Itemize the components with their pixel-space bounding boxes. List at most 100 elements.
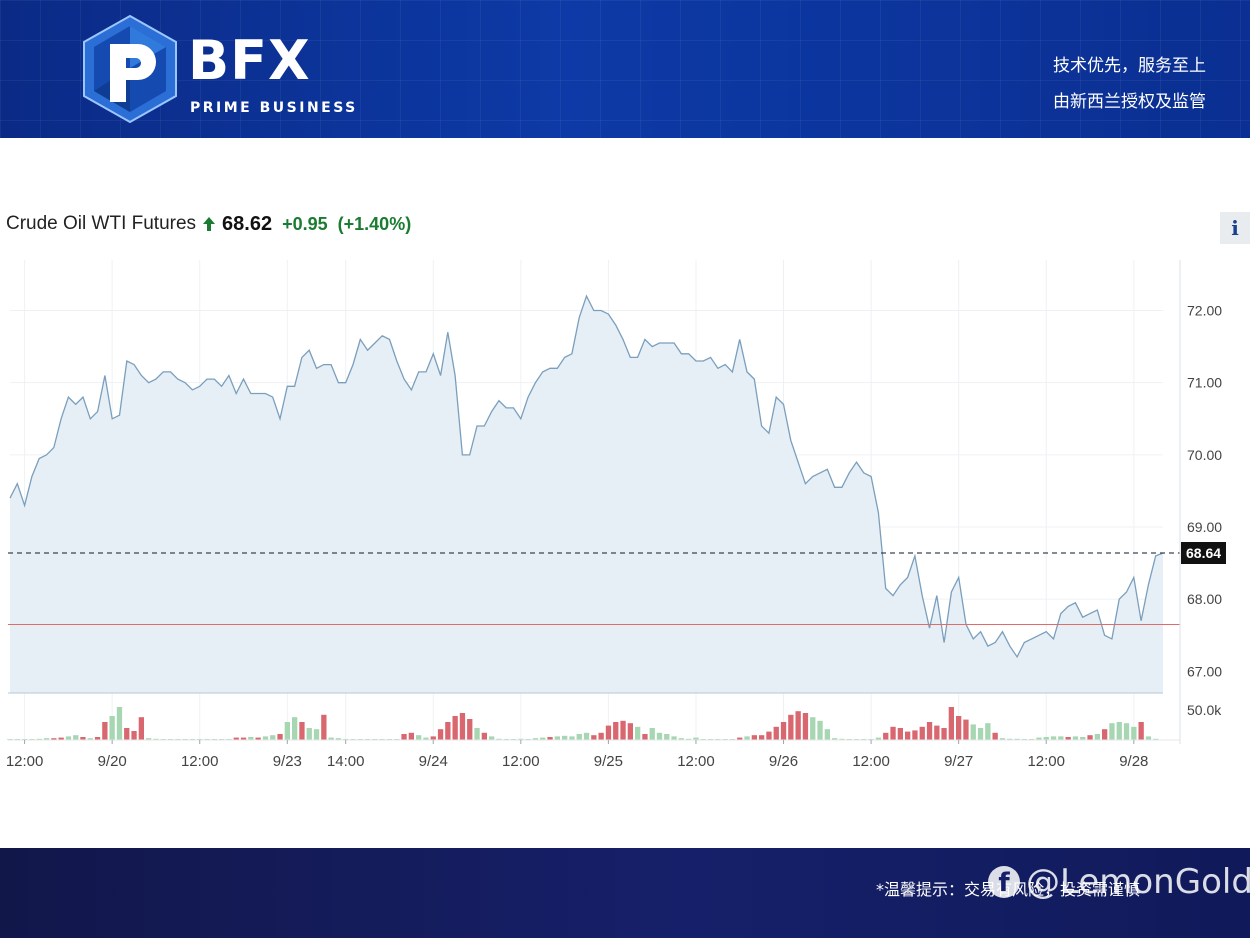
- volume-bar: [532, 738, 539, 740]
- volume-bar: [1058, 736, 1064, 740]
- volume-tick-label: 50.0k: [1187, 702, 1222, 718]
- volume-bar: [664, 734, 670, 740]
- volume-bar: [1116, 722, 1122, 740]
- volume-bar: [693, 737, 699, 740]
- volume-bar: [1138, 722, 1144, 740]
- volume-bar: [481, 732, 487, 740]
- volume-bar: [408, 732, 414, 740]
- x-tick-label: 9/23: [273, 753, 302, 770]
- volume-bar: [58, 737, 64, 740]
- volume-bar: [335, 738, 342, 740]
- volume-bar: [146, 738, 152, 740]
- volume-bar: [912, 730, 918, 740]
- volume-bar: [1102, 729, 1108, 740]
- volume-bar: [1014, 738, 1020, 740]
- volume-bar: [824, 729, 830, 740]
- volume-bar: [926, 722, 933, 740]
- brand-header: BFX PRIME BUSINESS 技术优先，服务至上 由新西兰授权及监管: [0, 0, 1250, 138]
- x-tick-label: 9/25: [594, 753, 623, 770]
- volume-bar: [686, 738, 692, 740]
- volume-bar: [459, 713, 466, 740]
- volume-bar: [262, 736, 269, 740]
- volume-bar: [306, 728, 312, 740]
- y-tick-label: 68.00: [1187, 591, 1222, 607]
- volume-bar: [1050, 736, 1057, 740]
- volume-bar: [138, 717, 144, 740]
- volume-bar: [977, 728, 984, 740]
- volume-bar: [598, 732, 604, 740]
- volume-bar: [328, 737, 334, 740]
- volume-bar: [999, 738, 1006, 740]
- volume-bar: [642, 734, 648, 740]
- volume-bar: [605, 725, 612, 740]
- volume-bar: [897, 728, 903, 740]
- price-line: [9, 294, 1164, 659]
- volume-bar: [992, 732, 998, 740]
- volume-bar: [416, 735, 422, 740]
- y-tick-label: 71.00: [1187, 375, 1222, 391]
- watermark-text: @LemonGold: [1026, 862, 1250, 902]
- volume-bar: [270, 735, 276, 740]
- brand-name: BFX: [188, 29, 311, 92]
- pbfx-logo-icon: [83, 14, 177, 124]
- volume-bar: [948, 707, 954, 740]
- facebook-icon: f: [988, 866, 1020, 898]
- volume-bar: [51, 738, 57, 740]
- x-tick-label: 14:00: [327, 753, 365, 770]
- header-grid-texture: [0, 0, 1250, 138]
- x-tick-label: 12:00: [6, 753, 44, 770]
- volume-bar: [73, 735, 79, 740]
- volume-bar: [321, 714, 327, 740]
- volume-bar: [934, 725, 940, 740]
- volume-bar: [1007, 738, 1013, 740]
- volume-bar: [1109, 723, 1115, 740]
- price-area: [10, 296, 1163, 693]
- volume-bar: [467, 719, 473, 740]
- footer-bar: [0, 848, 1250, 938]
- volume-bar: [43, 738, 50, 740]
- volume-bar: [649, 728, 655, 740]
- volume-bar: [795, 711, 801, 740]
- volume-bar: [131, 731, 137, 740]
- x-tick-label: 12:00: [677, 753, 715, 770]
- volume-bar: [970, 724, 976, 740]
- volume-bar: [248, 737, 254, 740]
- volume-bar: [671, 736, 677, 740]
- info-button[interactable]: i: [1220, 212, 1250, 244]
- volume-bar: [94, 737, 101, 740]
- volume-bar: [554, 736, 560, 740]
- volume-bar: [759, 735, 765, 740]
- volume-bar: [744, 736, 750, 740]
- quote-header: Crude Oil WTI Futures 68.62 +0.95 (+1.40…: [6, 211, 411, 237]
- volume-bar: [547, 737, 553, 740]
- volume-bar: [576, 734, 582, 740]
- instrument-name: Crude Oil WTI Futures: [6, 213, 197, 234]
- volume-bar: [941, 728, 947, 740]
- volume-bar: [562, 735, 568, 740]
- last-price-tag-bg: [1181, 541, 1226, 564]
- volume-bar: [277, 734, 283, 740]
- volume-bar: [1080, 737, 1086, 740]
- volume-bar: [518, 738, 524, 740]
- x-tick-label: 9/26: [769, 753, 798, 770]
- volume-bar: [153, 738, 159, 740]
- volume-bar: [489, 736, 495, 740]
- volume-bar: [116, 707, 123, 740]
- volume-bar: [401, 734, 407, 740]
- volume-bar: [810, 717, 816, 740]
- volume-bar: [496, 738, 502, 740]
- volume-bar: [583, 732, 590, 740]
- volume-bar: [839, 738, 845, 740]
- volume-bar: [832, 738, 838, 740]
- watermark: f @LemonGold: [988, 862, 1250, 902]
- x-tick-label: 12:00: [502, 753, 540, 770]
- volume-bar: [437, 729, 444, 740]
- volume-bar: [890, 726, 896, 740]
- volume-bar: [124, 728, 130, 740]
- x-tick-label: 12:00: [181, 753, 219, 770]
- volume-bar: [1123, 723, 1130, 740]
- volume-bar: [1153, 738, 1159, 740]
- volume-bar: [788, 714, 794, 740]
- volume-bar: [1087, 735, 1093, 740]
- volume-bar: [313, 729, 320, 740]
